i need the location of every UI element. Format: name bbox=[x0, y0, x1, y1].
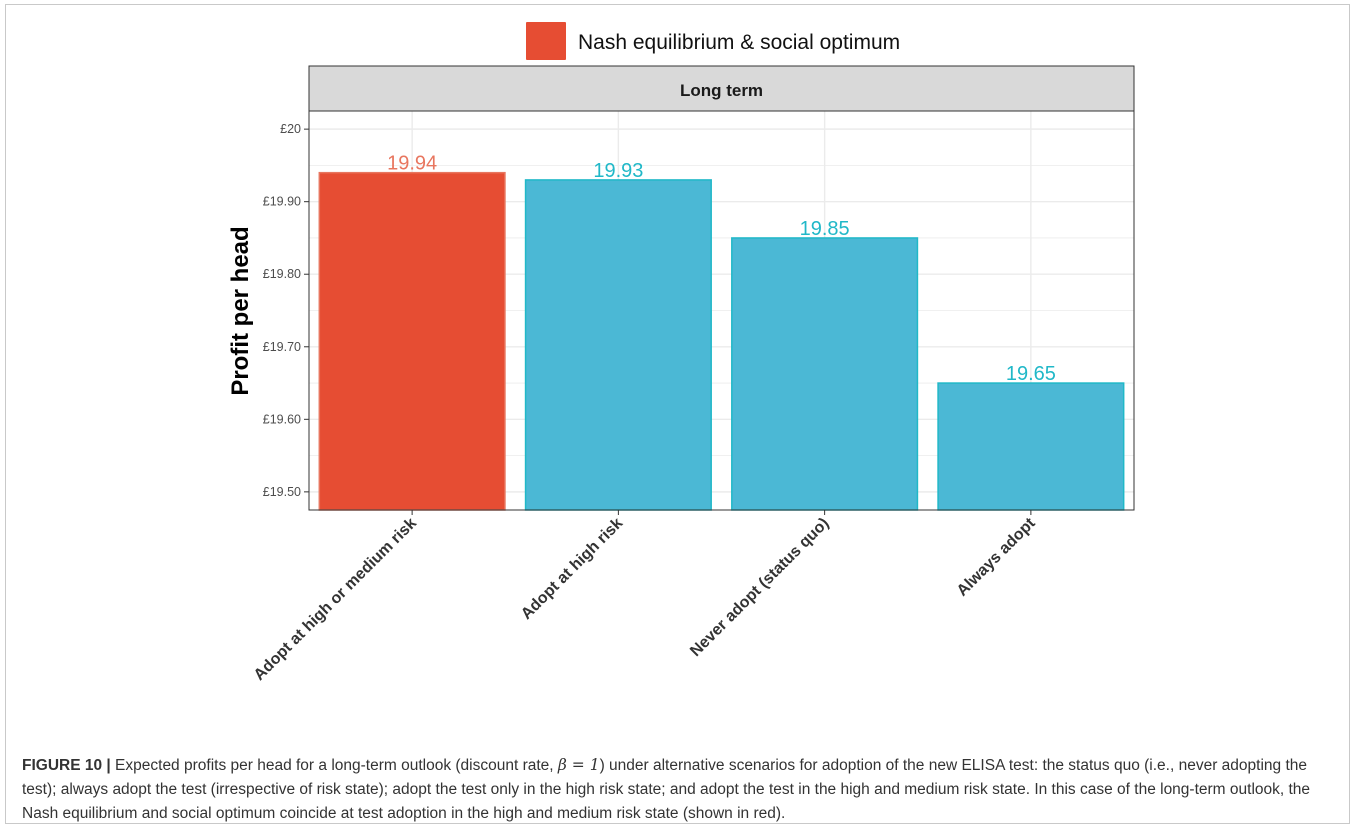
y-tick-label: £19.70 bbox=[263, 340, 301, 354]
bar bbox=[731, 237, 919, 511]
figure-caption: FIGURE 10 | Expected profits per head fo… bbox=[22, 753, 1342, 826]
y-tick-label: £19.60 bbox=[263, 412, 301, 426]
x-tick-label: Always adopt bbox=[954, 514, 1039, 599]
panel-border bbox=[308, 110, 1135, 511]
caption-text-end: ) under alternative scenarios for adopti… bbox=[22, 757, 1311, 822]
y-tick-label: £20 bbox=[280, 122, 301, 136]
bar-chart: Nash equilibrium & social optimum Long t… bbox=[227, 22, 1135, 684]
bar-value-label: 19.93 bbox=[593, 160, 643, 182]
bar-value-label: 19.65 bbox=[1006, 363, 1056, 385]
caption-beta: β = 1 bbox=[557, 756, 600, 774]
y-tick-label: £19.90 bbox=[263, 195, 301, 209]
x-tick-label: Adopt at high risk bbox=[518, 515, 626, 623]
legend-label: Nash equilibrium & social optimum bbox=[578, 31, 900, 54]
bar-value-label: 19.85 bbox=[800, 218, 850, 240]
facet-strip: Long term bbox=[308, 65, 1135, 112]
x-tick-label: Adopt at high or medium risk bbox=[251, 515, 420, 684]
facet-strip-title: Long term bbox=[680, 81, 763, 100]
caption-text-start: Expected profits per head for a long-ter… bbox=[110, 757, 558, 774]
y-axis-title: Profit per head bbox=[227, 226, 254, 395]
bars: 19.94 19.93 19.85 19.65 bbox=[318, 153, 1125, 511]
bar bbox=[524, 179, 712, 511]
y-tick-label: £19.80 bbox=[263, 267, 301, 281]
figure-frame bbox=[5, 4, 1350, 824]
y-tick-label: £19.50 bbox=[263, 485, 301, 499]
x-axis: Adopt at high or medium risk Adopt at hig… bbox=[251, 510, 1039, 684]
bar bbox=[318, 171, 506, 511]
bar-value-label: 19.94 bbox=[387, 153, 437, 175]
bar bbox=[937, 382, 1125, 511]
legend-key-swatch bbox=[526, 22, 566, 60]
y-axis: £19.50 £19.60 £19.70 £19.80 £19.90 £20 bbox=[263, 122, 309, 499]
caption-label: FIGURE 10 | bbox=[22, 757, 111, 774]
x-tick-label: Never adopt (status quo) bbox=[687, 515, 832, 660]
legend: Nash equilibrium & social optimum bbox=[526, 22, 900, 60]
